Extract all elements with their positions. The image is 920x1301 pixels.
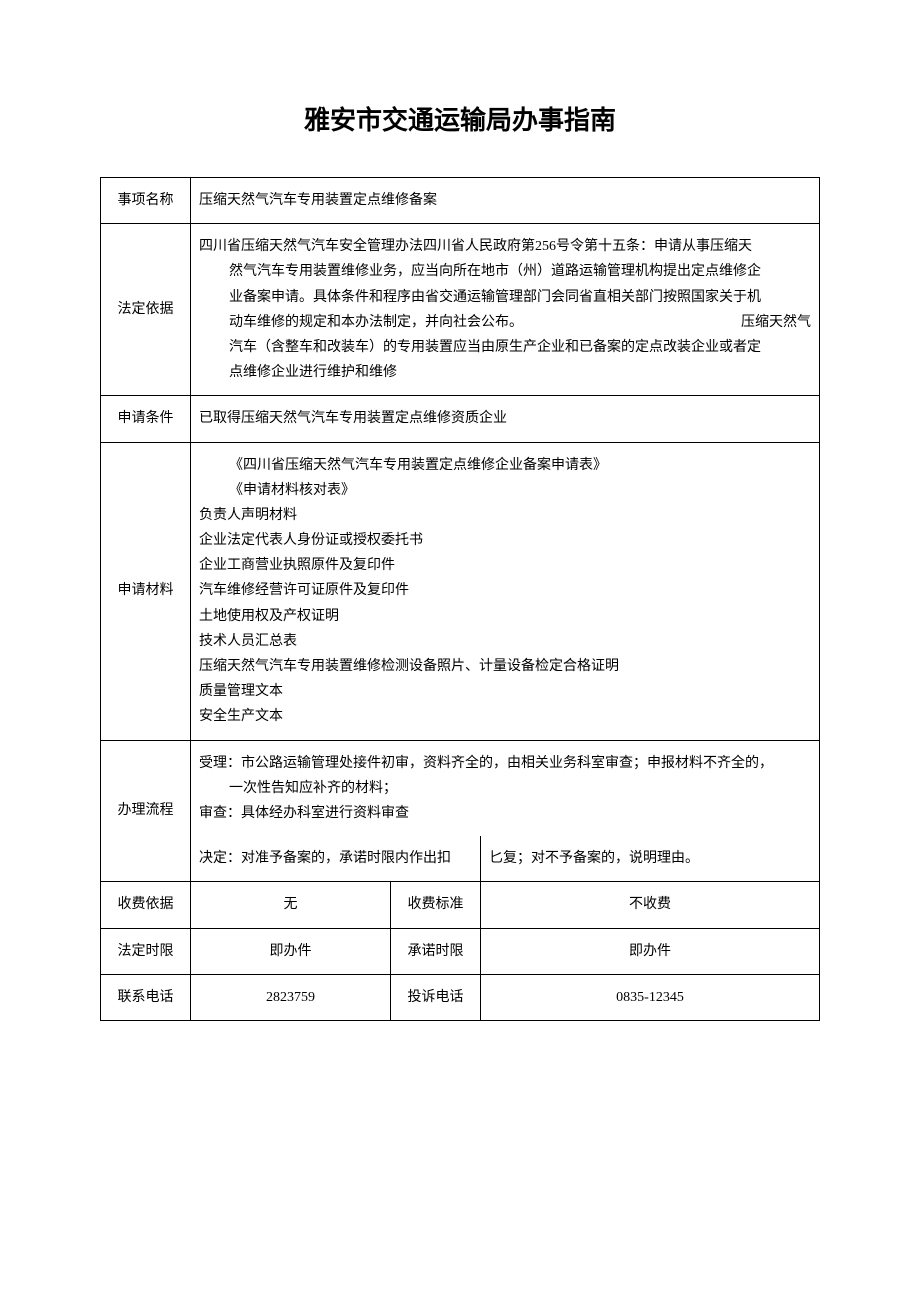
fee-standard-value: 不收费 bbox=[481, 882, 820, 928]
item-name-value: 压缩天然气汽车专用装置定点维修备案 bbox=[191, 178, 820, 224]
fee-basis-label: 收费依据 bbox=[101, 882, 191, 928]
process-line: 一次性告知应补齐的材料； bbox=[199, 776, 811, 801]
fee-basis-value: 无 bbox=[191, 882, 391, 928]
table-row: 事项名称 压缩天然气汽车专用装置定点维修备案 bbox=[101, 178, 820, 224]
guide-table: 事项名称 压缩天然气汽车专用装置定点维修备案 法定依据 四川省压缩天然气汽车安全… bbox=[100, 177, 820, 1021]
table-row: 申请条件 已取得压缩天然气汽车专用装置定点维修资质企业 bbox=[101, 396, 820, 442]
legal-basis-label: 法定依据 bbox=[101, 224, 191, 396]
legal-time-label: 法定时限 bbox=[101, 928, 191, 974]
process-value-top: 受理：市公路运输管理处接件初审，资料齐全的，由相关业务科室审查；申报材料不齐全的… bbox=[191, 740, 820, 836]
complaint-phone-value: 0835-12345 bbox=[481, 974, 820, 1020]
legal-basis-line: 然气汽车专用装置维修业务，应当向所在地市（州）道路运输管理机构提出定点维修企 bbox=[199, 259, 761, 284]
process-line: 受理：市公路运输管理处接件初审，资料齐全的，由相关业务科室审查；申报材料不齐全的… bbox=[199, 751, 811, 776]
process-label: 办理流程 bbox=[101, 740, 191, 882]
legal-basis-value: 四川省压缩天然气汽车安全管理办法四川省人民政府第256号令第十五条：申请从事压缩… bbox=[191, 224, 820, 396]
material-item: 企业工商营业执照原件及复印件 bbox=[199, 553, 811, 578]
table-row: 办理流程 受理：市公路运输管理处接件初审，资料齐全的，由相关业务科室审查；申报材… bbox=[101, 740, 820, 836]
promise-time-value: 即办件 bbox=[481, 928, 820, 974]
legal-basis-line: 业备案申请。具体条件和程序由省交通运输管理部门会同省直相关部门按照国家关于机 bbox=[199, 285, 761, 310]
process-line: 审查：具体经办科室进行资料审查 bbox=[199, 801, 811, 826]
contact-phone-value: 2823759 bbox=[191, 974, 391, 1020]
table-row: 法定依据 四川省压缩天然气汽车安全管理办法四川省人民政府第256号令第十五条：申… bbox=[101, 224, 820, 396]
application-condition-label: 申请条件 bbox=[101, 396, 191, 442]
material-item: 《四川省压缩天然气汽车专用装置定点维修企业备案申请表》 bbox=[199, 453, 811, 478]
complaint-phone-label: 投诉电话 bbox=[391, 974, 481, 1020]
material-item: 《申请材料核对表》 bbox=[199, 478, 811, 503]
legal-basis-line: 点维修企业进行维护和维修 bbox=[199, 360, 397, 385]
promise-time-label: 承诺时限 bbox=[391, 928, 481, 974]
material-item: 安全生产文本 bbox=[199, 704, 811, 729]
material-item: 压缩天然气汽车专用装置维修检测设备照片、计量设备检定合格证明 bbox=[199, 654, 811, 679]
table-row: 收费依据 无 收费标准 不收费 bbox=[101, 882, 820, 928]
application-condition-value: 已取得压缩天然气汽车专用装置定点维修资质企业 bbox=[191, 396, 820, 442]
table-row: 决定：对准予备案的，承诺时限内作出扣 匕复；对不予备案的，说明理由。 bbox=[101, 836, 820, 882]
application-materials-label: 申请材料 bbox=[101, 442, 191, 740]
table-row: 申请材料 《四川省压缩天然气汽车专用装置定点维修企业备案申请表》 《申请材料核对… bbox=[101, 442, 820, 740]
material-item: 土地使用权及产权证明 bbox=[199, 604, 811, 629]
contact-phone-label: 联系电话 bbox=[101, 974, 191, 1020]
material-item: 企业法定代表人身份证或授权委托书 bbox=[199, 528, 811, 553]
application-materials-value: 《四川省压缩天然气汽车专用装置定点维修企业备案申请表》 《申请材料核对表》 负责… bbox=[191, 442, 820, 740]
legal-time-value: 即办件 bbox=[191, 928, 391, 974]
legal-basis-line: 汽车（含整车和改装车）的专用装置应当由原生产企业和已备案的定点改装企业或者定 bbox=[199, 335, 761, 360]
table-row: 联系电话 2823759 投诉电话 0835-12345 bbox=[101, 974, 820, 1020]
material-item: 质量管理文本 bbox=[199, 679, 811, 704]
process-value-left: 决定：对准予备案的，承诺时限内作出扣 bbox=[191, 836, 481, 882]
page-title: 雅安市交通运输局办事指南 bbox=[100, 100, 820, 137]
item-name-label: 事项名称 bbox=[101, 178, 191, 224]
legal-basis-line: 动车维修的规定和本办法制定，并向社会公布。 压缩天然气 bbox=[199, 310, 811, 335]
legal-basis-line: 四川省压缩天然气汽车安全管理办法四川省人民政府第256号令第十五条：申请从事压缩… bbox=[199, 239, 752, 254]
table-row: 法定时限 即办件 承诺时限 即办件 bbox=[101, 928, 820, 974]
legal-basis-text: 动车维修的规定和本办法制定，并向社会公布。 bbox=[229, 310, 523, 335]
material-item: 汽车维修经营许可证原件及复印件 bbox=[199, 578, 811, 603]
fee-standard-label: 收费标准 bbox=[391, 882, 481, 928]
material-item: 技术人员汇总表 bbox=[199, 629, 811, 654]
material-item: 负责人声明材料 bbox=[199, 503, 811, 528]
legal-basis-text: 压缩天然气 bbox=[741, 310, 811, 335]
process-value-right: 匕复；对不予备案的，说明理由。 bbox=[481, 836, 820, 882]
